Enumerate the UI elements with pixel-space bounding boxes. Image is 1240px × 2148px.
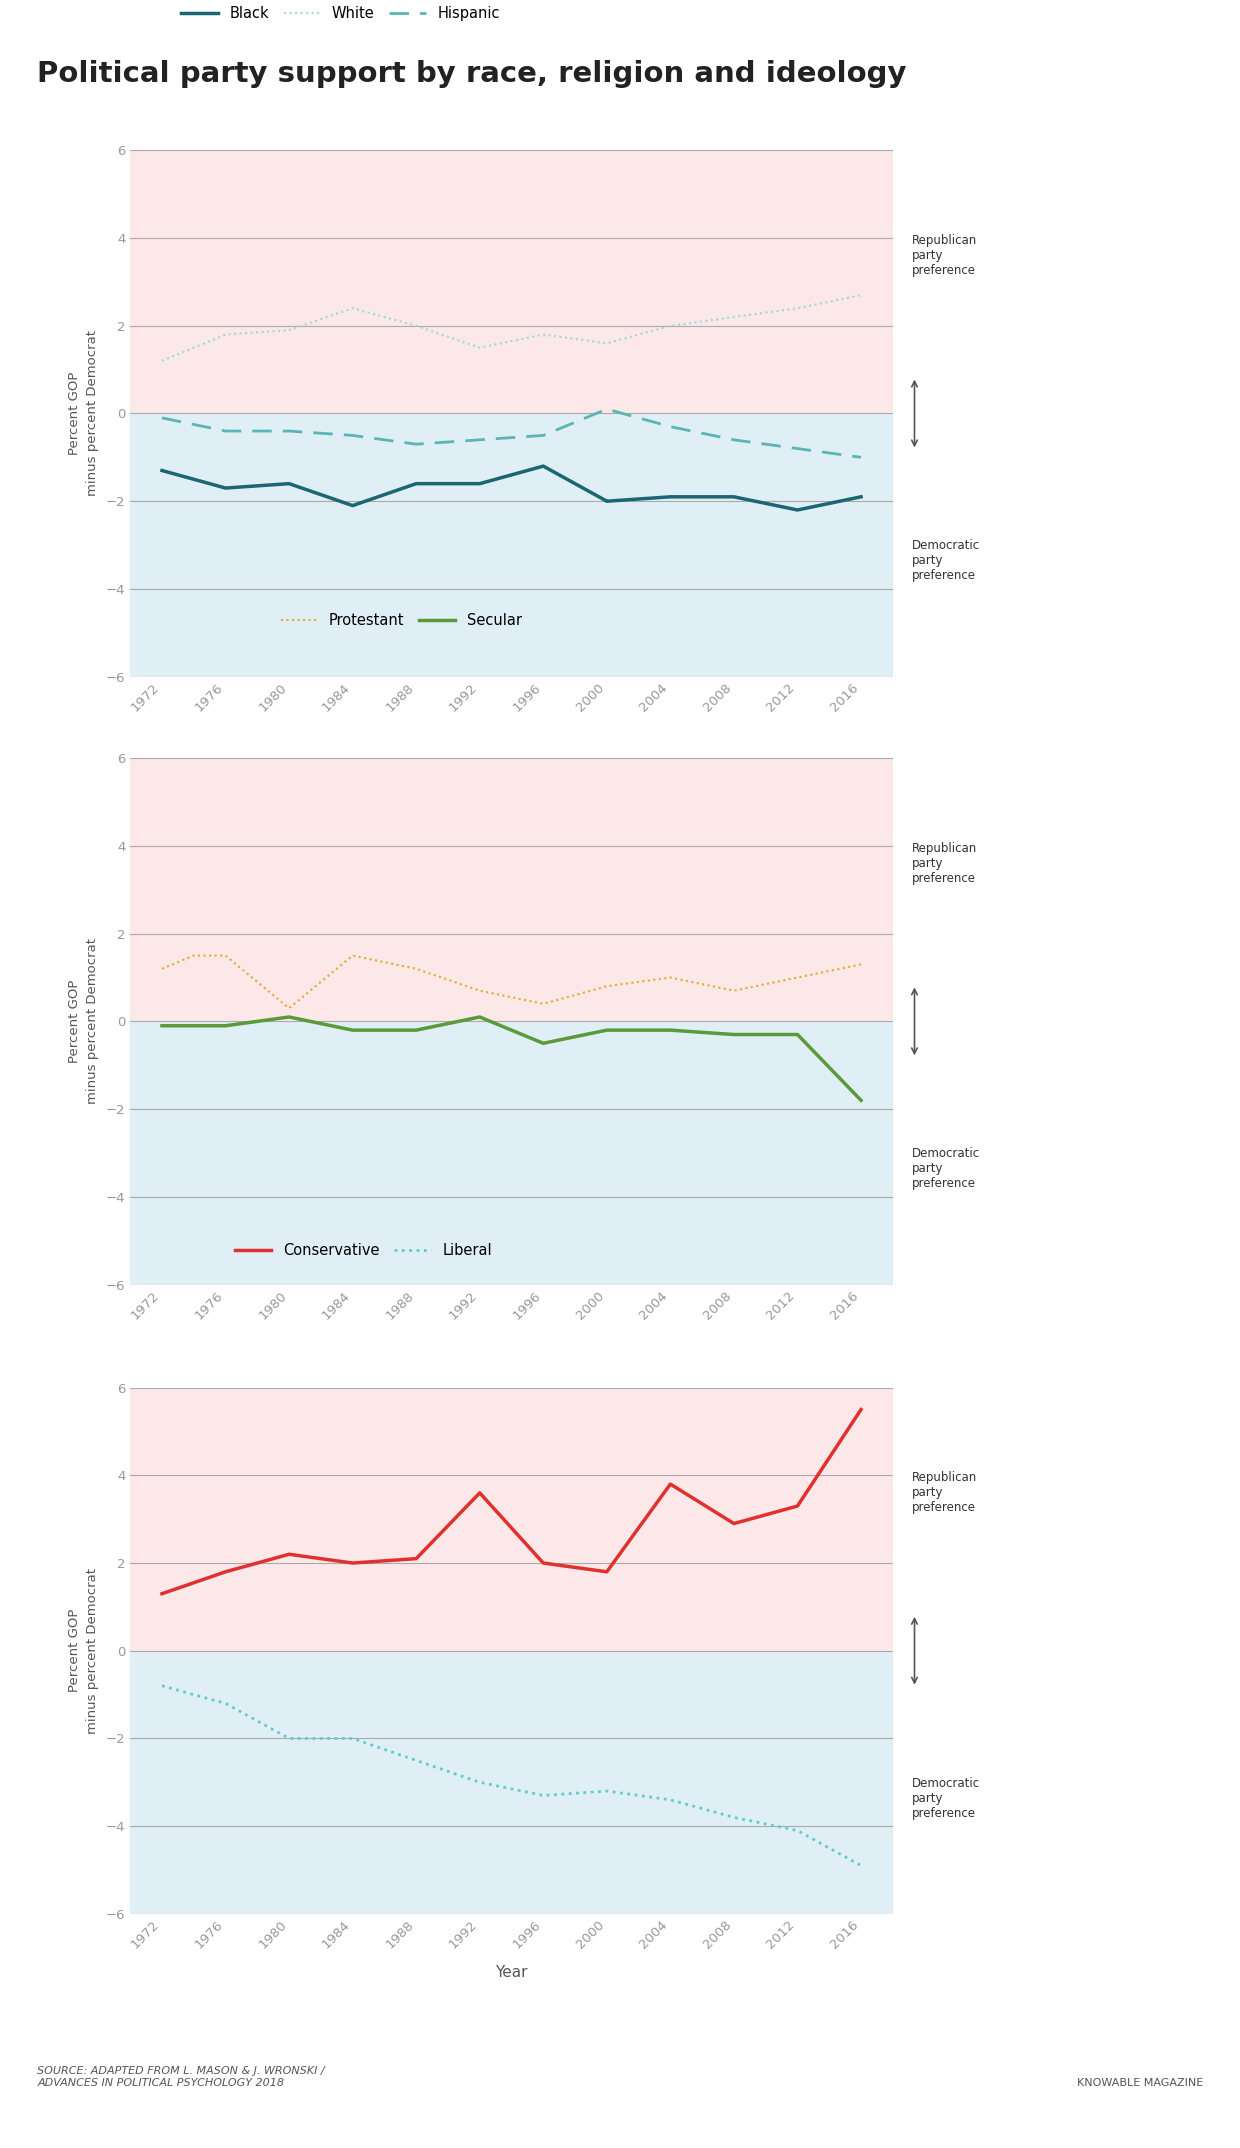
Bar	[130, 758, 893, 1020]
Text: SOURCE: ADAPTED FROM L. MASON & J. WRONSKI /
ADVANCES IN POLITICAL PSYCHOLOGY 20: SOURCE: ADAPTED FROM L. MASON & J. WRONS…	[37, 2066, 325, 2088]
Text: Republican
party
preference: Republican party preference	[911, 1471, 977, 1514]
Text: Republican
party
preference: Republican party preference	[911, 234, 977, 277]
Text: Democratic
party
preference: Democratic party preference	[911, 1776, 980, 1819]
Bar	[130, 150, 893, 412]
Bar	[130, 1650, 893, 1914]
Text: Republican
party
preference: Republican party preference	[911, 842, 977, 885]
Y-axis label: Percent GOP
minus percent Democrat: Percent GOP minus percent Democrat	[68, 331, 99, 496]
Bar	[130, 412, 893, 677]
Bar	[130, 1388, 893, 1650]
Legend: Conservative, Liberal: Conservative, Liberal	[229, 1237, 497, 1263]
Text: Democratic
party
preference: Democratic party preference	[911, 539, 980, 582]
Legend: Black, White, Hispanic: Black, White, Hispanic	[176, 0, 506, 26]
Legend: Protestant, Secular: Protestant, Secular	[275, 608, 528, 634]
Y-axis label: Percent GOP
minus percent Democrat: Percent GOP minus percent Democrat	[68, 1568, 99, 1733]
Text: Political party support by race, religion and ideology: Political party support by race, religio…	[37, 60, 906, 88]
Text: KNOWABLE MAGAZINE: KNOWABLE MAGAZINE	[1076, 2077, 1203, 2088]
X-axis label: Year: Year	[495, 1965, 528, 1980]
Y-axis label: Percent GOP
minus percent Democrat: Percent GOP minus percent Democrat	[68, 939, 99, 1104]
Bar	[130, 1020, 893, 1285]
Text: Democratic
party
preference: Democratic party preference	[911, 1147, 980, 1190]
